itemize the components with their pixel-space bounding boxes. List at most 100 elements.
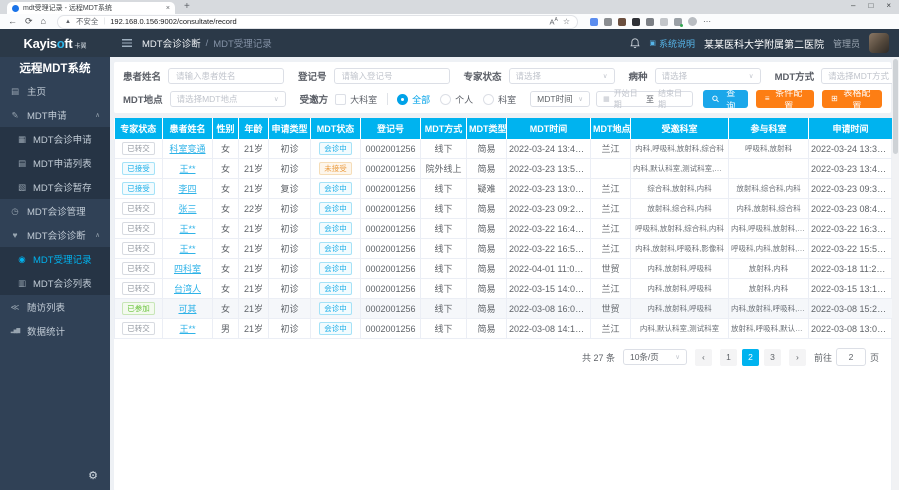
cell-place: 兰江 — [591, 179, 631, 199]
extension-icon[interactable] — [646, 18, 654, 26]
read-aloud-icon[interactable]: AA — [549, 17, 557, 27]
window-minimize-button[interactable]: – — [851, 1, 855, 10]
mdt-place-select[interactable]: 请选择MDT地点 ∨ — [170, 91, 286, 107]
back-icon[interactable]: ← — [8, 17, 17, 26]
next-page-button[interactable]: › — [789, 349, 806, 366]
disease-select[interactable]: 请选择 ∨ — [655, 68, 761, 84]
goto-page-input[interactable] — [836, 348, 866, 366]
sidebar-item[interactable]: ▂▅▇数据统计 — [0, 319, 110, 343]
sidebar-item[interactable]: ▤主页 — [0, 79, 110, 103]
register-no-input[interactable] — [334, 68, 450, 84]
extension-icon[interactable] — [674, 18, 682, 26]
mdt-mode-select[interactable]: 请选择MDT方式 ∨ — [821, 68, 899, 84]
cell-sex: 女 — [213, 259, 239, 279]
cell-reg-no: 0002001256 — [361, 219, 421, 239]
radio-dept[interactable] — [483, 94, 494, 105]
tab-close-icon[interactable]: × — [166, 5, 170, 12]
patient-name-link[interactable]: 科室变通 — [169, 144, 205, 154]
patient-name-link[interactable]: 李四 — [178, 184, 196, 194]
patient-name-input[interactable] — [168, 68, 284, 84]
patient-name-link[interactable]: 王** — [179, 244, 195, 254]
sidebar-item[interactable]: ≪随访列表 — [0, 295, 110, 319]
favorite-star-icon[interactable]: ☆ — [563, 17, 570, 26]
scrollbar-thumb[interactable] — [893, 59, 898, 154]
mdt-time-select[interactable]: MDT时间 ∨ — [530, 91, 590, 107]
radio-dept-label[interactable]: 科室 — [498, 93, 516, 106]
extension-icon[interactable] — [590, 18, 598, 26]
user-avatar[interactable] — [869, 33, 889, 53]
breadcrumb-root[interactable]: MDT会诊诊断 — [142, 36, 201, 50]
query-button[interactable]: 查询 — [703, 90, 748, 108]
radio-personal-label[interactable]: 个人 — [455, 93, 473, 106]
home-icon[interactable]: ⌂ — [41, 17, 46, 26]
sidebar-item[interactable]: ✎MDT申请∧ — [0, 103, 110, 127]
cell-reg-no: 0002001256 — [361, 259, 421, 279]
patient-name-link[interactable]: 可其 — [178, 304, 196, 314]
disease-value: 请选择 — [662, 70, 688, 82]
refresh-icon[interactable]: ⟳ — [25, 17, 33, 26]
calendar-icon: ▦ — [603, 95, 610, 103]
sidebar-subitem[interactable]: ▦MDT会诊申请 — [0, 127, 110, 151]
settings-gear-icon[interactable]: ⚙ — [88, 469, 98, 482]
table-config-button[interactable]: ⊞ 表格配置 — [822, 90, 882, 108]
patient-name-link[interactable]: 王** — [179, 324, 195, 334]
browser-profile-avatar[interactable] — [688, 17, 697, 26]
cell-age: 21岁 — [239, 219, 269, 239]
window-maximize-button[interactable]: □ — [868, 1, 873, 10]
radio-personal[interactable] — [440, 94, 451, 105]
system-help-link[interactable]: ▣ 系统说明 — [649, 37, 695, 50]
patient-name-link[interactable]: 王** — [179, 164, 195, 174]
browser-menu-icon[interactable]: ⋯ — [703, 17, 712, 26]
page-button-1[interactable]: 1 — [720, 349, 737, 366]
patient-name-link[interactable]: 王** — [179, 224, 195, 234]
expert-status-badge: 已接受 — [122, 182, 155, 195]
notification-bell-icon[interactable] — [630, 38, 640, 49]
condition-config-button[interactable]: ≡ 条件配置 — [756, 90, 814, 108]
cell-name: 台湾人 — [163, 279, 213, 299]
page-size-select[interactable]: 10条/页 ∨ — [623, 349, 687, 365]
cell-apply-time: 2022-03-15 13:16:26 — [809, 279, 893, 299]
window-close-button[interactable]: × — [886, 1, 891, 10]
cell-apply-time: 2022-03-18 11:28:25 — [809, 259, 893, 279]
address-bar[interactable]: ▲ 不安全 | 192.168.0.156:9002/consultate/re… — [57, 15, 578, 29]
date-range-picker[interactable]: ▦ 开始日期 至 结束日期 — [596, 91, 693, 107]
cell-apply-time: 2022-03-24 13:37:44 — [809, 139, 893, 159]
sidebar-item[interactable]: ♥MDT会诊诊断∧ — [0, 223, 110, 247]
sidebar-subitem[interactable]: ▤MDT申请列表 — [0, 151, 110, 175]
cell-age: 21岁 — [239, 179, 269, 199]
radio-all[interactable] — [397, 94, 408, 105]
browser-tab[interactable]: mdt受理记录 - 远程MDT系统 × — [7, 2, 175, 14]
sidebar-subitem[interactable]: ◉MDT受理记录 — [0, 247, 110, 271]
extension-icon[interactable] — [660, 18, 668, 26]
sidebar-subitem[interactable]: ▧MDT会诊暂存 — [0, 175, 110, 199]
dept-group-checkbox-label[interactable]: 大科室 — [350, 93, 377, 106]
sidebar-collapse-icon[interactable] — [122, 39, 132, 47]
patient-name-link[interactable]: 张三 — [178, 204, 196, 214]
cell-reg-no: 0002001256 — [361, 239, 421, 259]
sidebar-item[interactable]: ◷MDT会诊管理 — [0, 199, 110, 223]
page-scrollbar[interactable] — [892, 57, 899, 490]
new-tab-button[interactable]: + — [184, 2, 190, 12]
column-header: 性别 — [213, 118, 239, 139]
extension-icon[interactable] — [618, 18, 626, 26]
extension-icon[interactable] — [604, 18, 612, 26]
expert-status-badge: 已转交 — [122, 262, 155, 275]
dept-group-checkbox[interactable] — [335, 94, 346, 105]
cell-type: 简易 — [467, 319, 507, 339]
patient-name-link[interactable]: 四科室 — [174, 264, 201, 274]
expert-status-badge: 已转交 — [122, 142, 155, 155]
condition-config-label: 条件配置 — [773, 86, 805, 112]
page-button-2[interactable]: 2 — [742, 349, 759, 366]
prev-page-button[interactable]: ‹ — [695, 349, 712, 366]
divider: | — [103, 18, 105, 25]
radio-all-label[interactable]: 全部 — [412, 93, 430, 106]
sidebar-subitem[interactable]: ▥MDT会诊列表 — [0, 271, 110, 295]
cell-type: 简易 — [467, 239, 507, 259]
page-button-3[interactable]: 3 — [764, 349, 781, 366]
expert-status-select[interactable]: 请选择 ∨ — [509, 68, 615, 84]
patient-name-link[interactable]: 台湾人 — [174, 284, 201, 294]
cell-joined: 呼吸科,放射科 — [729, 139, 809, 159]
cell-mdt-status: 未接受 — [311, 159, 361, 179]
sidebar-subitem-label: MDT受理记录 — [33, 252, 92, 266]
extension-icon[interactable] — [632, 18, 640, 26]
